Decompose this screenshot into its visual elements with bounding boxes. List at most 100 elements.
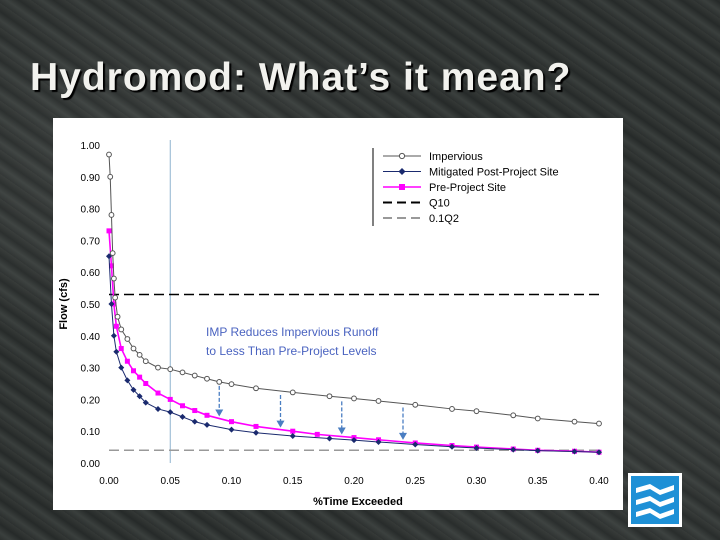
preproject-point — [314, 431, 320, 437]
y-tick-label: 0.10 — [81, 427, 101, 438]
mitigated-point — [510, 446, 517, 453]
preproject-point — [204, 412, 210, 418]
impervious-point — [179, 369, 186, 376]
impervious-point — [571, 418, 578, 425]
x-tick-label: 0.25 — [406, 476, 426, 487]
legend-swatch-marker — [398, 152, 406, 160]
impervious-point — [109, 250, 116, 257]
impervious-point — [167, 366, 174, 373]
gap-arrow-head — [276, 420, 285, 428]
impervious-point — [534, 415, 541, 422]
legend-swatch-marker — [398, 168, 406, 175]
impervious-point — [449, 406, 455, 412]
preproject-point — [253, 423, 259, 429]
mitigated-point — [534, 447, 541, 454]
y-tick-label: 0.30 — [81, 364, 101, 375]
y-tick-label: 0.40 — [81, 332, 101, 343]
legend-label: Pre-Project Site — [429, 182, 506, 194]
y-axis-label: Flow (cfs) — [58, 278, 70, 330]
preproject-point — [143, 381, 149, 386]
y-tick-label: 0.90 — [81, 173, 101, 184]
y-tick-label: 1.00 — [81, 141, 101, 152]
x-tick-label: 0.10 — [222, 476, 242, 487]
mitigated-point — [253, 429, 259, 436]
chart-axes: 0.00 0.10 0.20 0.30 0.40 0.50 0.60 0.70 0.80 0.90… — [81, 141, 610, 487]
mitigated-point — [228, 426, 235, 433]
mitigated-point — [142, 399, 149, 406]
preproject-point — [113, 323, 119, 329]
mitigated-point — [449, 443, 455, 450]
series-layer — [106, 151, 602, 456]
impervious-point — [473, 408, 480, 415]
mitigated-point — [289, 432, 296, 439]
gap-arrow-head — [215, 409, 224, 417]
legend-swatch-marker — [399, 184, 405, 190]
impervious-point — [375, 398, 382, 404]
impervious-point — [111, 275, 117, 282]
y-tick-label: 0.00 — [81, 459, 101, 470]
impervious-point — [118, 326, 125, 333]
x-tick-label: 0.30 — [467, 476, 487, 487]
chart-panel: 0.00 0.10 0.20 0.30 0.40 0.50 0.60 0.70 0.80 0.90… — [53, 118, 623, 510]
flow-duration-chart: 0.00 0.10 0.20 0.30 0.40 0.50 0.60 0.70 0.80 0.90… — [58, 140, 610, 508]
mitigated-point — [596, 449, 602, 456]
impervious-point — [289, 389, 296, 396]
mitigated-point — [136, 393, 143, 400]
preproject-point — [229, 419, 234, 425]
impervious-point — [114, 313, 121, 320]
impervious-point — [216, 379, 223, 385]
x-tick-label: 0.00 — [99, 476, 119, 487]
impervious-point — [130, 345, 137, 352]
y-tick-label: 0.70 — [81, 236, 101, 247]
x-tick-label: 0.05 — [161, 476, 181, 487]
preproject-point — [137, 374, 143, 380]
slide-title: Hydromod: What’s it mean? — [30, 56, 572, 99]
preproject-point — [192, 408, 198, 414]
preproject-point — [290, 428, 296, 434]
y-tick-label: 0.20 — [81, 395, 101, 406]
y-tick-label: 0.60 — [81, 268, 101, 279]
annotation-line-1: IMP Reduces Impervious Runoff — [206, 325, 379, 339]
preproject-point — [124, 358, 130, 364]
impervious-point — [596, 420, 602, 427]
impervious-point — [112, 294, 119, 301]
impervious-point — [351, 395, 357, 402]
mitigated-point — [375, 439, 382, 446]
y-tick-label: 0.50 — [81, 300, 101, 311]
mitigated-point — [179, 413, 186, 420]
preproject-point — [108, 263, 114, 269]
impervious-point — [155, 364, 161, 371]
legend-label: Mitigated Post-Project Site — [429, 167, 559, 179]
x-axis-label: %Time Exceeded — [313, 496, 403, 508]
impervious-point — [191, 372, 198, 379]
impervious-point — [108, 212, 115, 218]
x-tick-label: 0.35 — [528, 476, 548, 487]
impervious-point — [142, 358, 149, 365]
impervious-point — [204, 375, 210, 382]
gap-arrow-head — [337, 427, 346, 435]
mitigated-point — [351, 437, 357, 444]
impervious-point — [107, 173, 114, 180]
preproject-point — [131, 368, 136, 374]
mitigated-point — [130, 386, 137, 393]
impervious-point — [228, 381, 235, 388]
waves-logo-icon — [628, 473, 682, 527]
mitigated-point — [191, 418, 198, 425]
preproject-point — [180, 403, 185, 409]
mitigated-point — [108, 301, 115, 307]
mitigated-point — [571, 448, 578, 455]
mitigated-point — [204, 421, 210, 428]
impervious-point — [253, 385, 259, 392]
impervious-point — [124, 336, 131, 342]
legend-label: Q10 — [429, 198, 450, 210]
mitigated-point — [113, 348, 120, 355]
mitigated-point — [326, 435, 333, 442]
impervious-point — [510, 412, 517, 419]
legend-label: 0.1Q2 — [429, 213, 459, 225]
x-tick-label: 0.40 — [589, 476, 609, 487]
x-tick-label: 0.20 — [344, 476, 364, 487]
legend-label: Impervious — [429, 151, 483, 163]
series-line — [108, 154, 600, 425]
impervious-point — [326, 393, 333, 400]
x-tick-label: 0.15 — [283, 476, 303, 487]
